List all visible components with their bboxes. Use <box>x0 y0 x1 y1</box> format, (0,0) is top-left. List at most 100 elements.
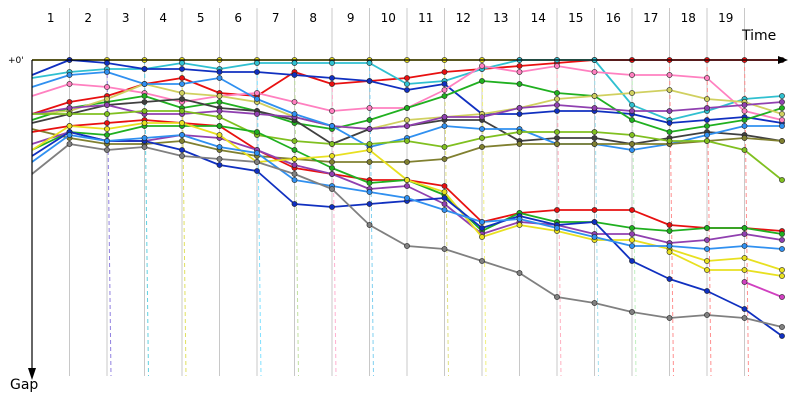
data-point <box>329 153 335 159</box>
data-point <box>779 273 785 279</box>
data-point <box>591 129 598 135</box>
data-point <box>329 171 335 177</box>
data-point <box>66 111 73 117</box>
data-point <box>779 123 785 129</box>
data-point <box>179 81 185 87</box>
pit-stop-line <box>481 59 487 377</box>
data-point <box>704 288 710 294</box>
pit-stop-line <box>256 59 262 377</box>
data-point <box>404 81 410 87</box>
data-point <box>479 234 485 240</box>
data-point <box>404 243 410 249</box>
data-point <box>104 132 110 138</box>
data-point <box>629 141 635 147</box>
data-point <box>704 105 710 111</box>
data-point <box>704 246 710 252</box>
data-point <box>779 99 785 105</box>
data-point <box>704 117 710 123</box>
data-point <box>441 183 448 189</box>
pit-stop-line <box>331 59 337 377</box>
data-point <box>179 90 185 96</box>
data-point <box>516 129 523 135</box>
data-point <box>704 75 710 81</box>
data-point <box>741 108 748 114</box>
data-point <box>254 96 260 102</box>
series-12 <box>32 108 785 183</box>
data-point <box>779 117 785 123</box>
data-point <box>366 105 373 111</box>
data-point <box>104 96 110 102</box>
lap-tick-label: 17 <box>643 11 658 25</box>
pit-stop-line <box>144 59 149 377</box>
data-point <box>216 162 223 168</box>
data-point <box>179 60 185 66</box>
data-point <box>291 111 298 117</box>
data-point <box>666 120 673 126</box>
data-point <box>704 312 710 318</box>
data-point <box>291 177 298 183</box>
data-point <box>479 114 485 120</box>
data-point <box>554 129 560 135</box>
data-point <box>666 228 673 234</box>
data-point <box>104 138 110 144</box>
data-point <box>216 144 223 150</box>
data-point <box>179 153 185 159</box>
y-tick-label: +0' <box>8 56 24 66</box>
data-point <box>291 156 298 162</box>
data-point <box>516 111 523 117</box>
data-point <box>479 144 485 150</box>
data-point <box>666 276 673 282</box>
data-point <box>291 99 298 105</box>
data-point <box>441 207 448 213</box>
data-point <box>479 126 485 132</box>
data-point <box>516 141 523 147</box>
data-point <box>216 108 223 114</box>
data-point <box>104 69 110 75</box>
data-point <box>291 171 298 177</box>
data-point <box>554 108 560 114</box>
data-point <box>179 120 185 126</box>
data-point <box>629 243 635 249</box>
axes: Time Gap +0' <box>8 28 788 393</box>
data-point <box>404 138 410 144</box>
data-point <box>179 96 185 102</box>
lap-tick-label: 5 <box>197 11 205 25</box>
data-point <box>441 123 448 129</box>
data-point <box>704 138 710 144</box>
data-point <box>629 132 635 138</box>
data-point <box>216 93 223 99</box>
data-point <box>216 132 223 138</box>
data-point <box>329 165 335 171</box>
data-point <box>666 108 673 114</box>
data-point <box>441 189 448 195</box>
data-point <box>141 99 148 105</box>
lap-tick-label: 14 <box>531 11 546 25</box>
lap-tick-label: 10 <box>381 11 396 25</box>
data-point <box>629 102 635 108</box>
pit-stop-line <box>369 59 374 377</box>
series-20 <box>666 249 785 279</box>
data-point <box>404 105 410 111</box>
pit-stop-line <box>294 59 299 377</box>
data-point <box>704 237 710 243</box>
data-point <box>554 294 560 300</box>
data-point <box>516 222 523 228</box>
data-point <box>704 267 710 273</box>
data-point <box>104 102 110 108</box>
data-point <box>629 117 635 123</box>
data-point <box>479 78 485 84</box>
data-point <box>329 159 335 165</box>
series-19 <box>31 141 785 330</box>
lap-tick-label: 9 <box>347 11 355 25</box>
data-point <box>666 138 673 144</box>
data-point <box>104 120 110 126</box>
data-point <box>179 66 185 72</box>
data-point <box>254 60 260 66</box>
lap-tick-label: 11 <box>418 11 433 25</box>
data-point <box>591 93 598 99</box>
data-point <box>591 300 598 306</box>
data-point <box>366 78 373 84</box>
data-point <box>404 75 410 81</box>
data-point <box>441 156 448 162</box>
